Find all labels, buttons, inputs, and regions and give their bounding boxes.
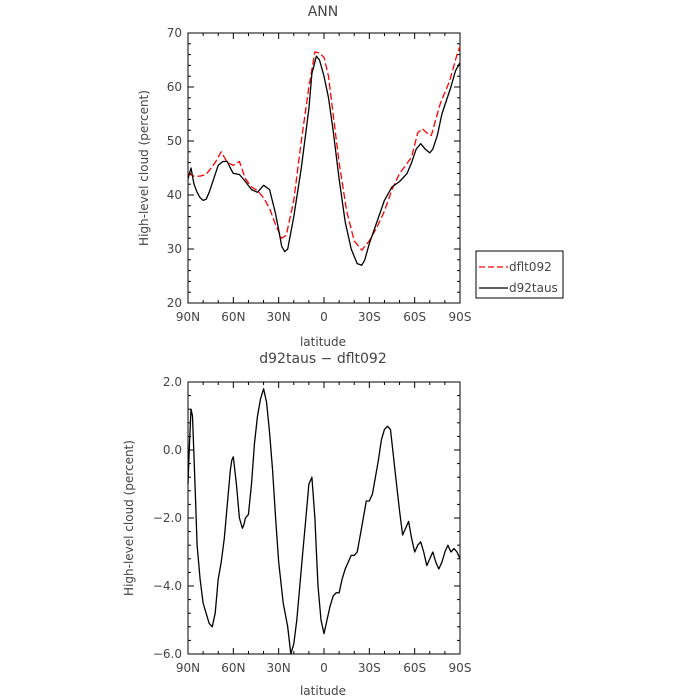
top-series-group [187,46,461,266]
legend-label-dflt092: dflt092 [509,260,552,274]
top-chart-title: ANN [308,4,339,20]
bottom-x-tick-label: 0 [320,661,328,675]
bottom-y-tick-label: −4.0 [153,579,182,593]
top-x-tick-label: 30N [267,310,291,324]
top-series-line-d92taus [187,55,461,266]
top-y-tick-label: 60 [167,80,182,94]
bottom-x-axis-label: latitude [300,684,346,698]
bottom-y-tick-label: −2.0 [153,511,182,525]
legend: dflt092 d92taus [475,250,564,299]
top-x-tick-label: 30S [358,310,381,324]
bottom-x-tick-label: 90N [176,661,200,675]
bottom-x-tick-label: 60S [403,661,426,675]
top-y-axis-label: High-level cloud (percent) [137,90,151,246]
bottom-axes: 90N 60N 30N 0 30S 60S 90S 2.0 0.0 −2.0 −4.0 −6.0 [153,375,472,675]
top-y-tick-label: 70 [167,26,182,40]
top-plot-frame [187,32,461,304]
legend-box [475,250,564,299]
bottom-y-tick-label: −6.0 [153,647,182,661]
bottom-panel: d92taus − dflt092 90N 60N 30N 0 30S 60S 90S 2.0… [122,351,471,698]
top-x-tick-label: 90N [176,310,200,324]
top-x-tick-label: 0 [320,310,328,324]
bottom-y-tick-label: 0.0 [163,443,182,457]
top-x-tick-label: 60S [403,310,426,324]
top-series-line-dflt092 [187,46,461,251]
bottom-x-tick-label: 60N [221,661,245,675]
legend-label-d92taus: d92taus [509,281,558,295]
top-panel: ANN 90N 60N 30N 0 30S 60S 90S 20 30 40 50 60 70 lati… [137,4,471,349]
top-x-tick-label: 60N [221,310,245,324]
top-axes: 90N 60N 30N 0 30S 60S 90S 20 30 40 50 60 70 [167,26,472,324]
bottom-x-tick-label: 30S [358,661,381,675]
bottom-series-line-series-0 [187,388,461,655]
top-y-tick-label: 40 [167,188,182,202]
bottom-x-tick-label: 90S [449,661,472,675]
bottom-y-axis-label: High-level cloud (percent) [122,440,136,596]
bottom-y-tick-label: 2.0 [163,375,182,389]
bottom-x-tick-label: 30N [267,661,291,675]
top-y-tick-label: 20 [167,296,182,310]
top-y-tick-label: 50 [167,134,182,148]
bottom-plot-frame [187,381,461,655]
top-y-tick-label: 30 [167,242,182,256]
bottom-chart-title: d92taus − dflt092 [259,351,386,367]
bottom-series-group [187,388,461,655]
top-x-tick-label: 90S [449,310,472,324]
top-x-axis-label: latitude [300,335,346,349]
